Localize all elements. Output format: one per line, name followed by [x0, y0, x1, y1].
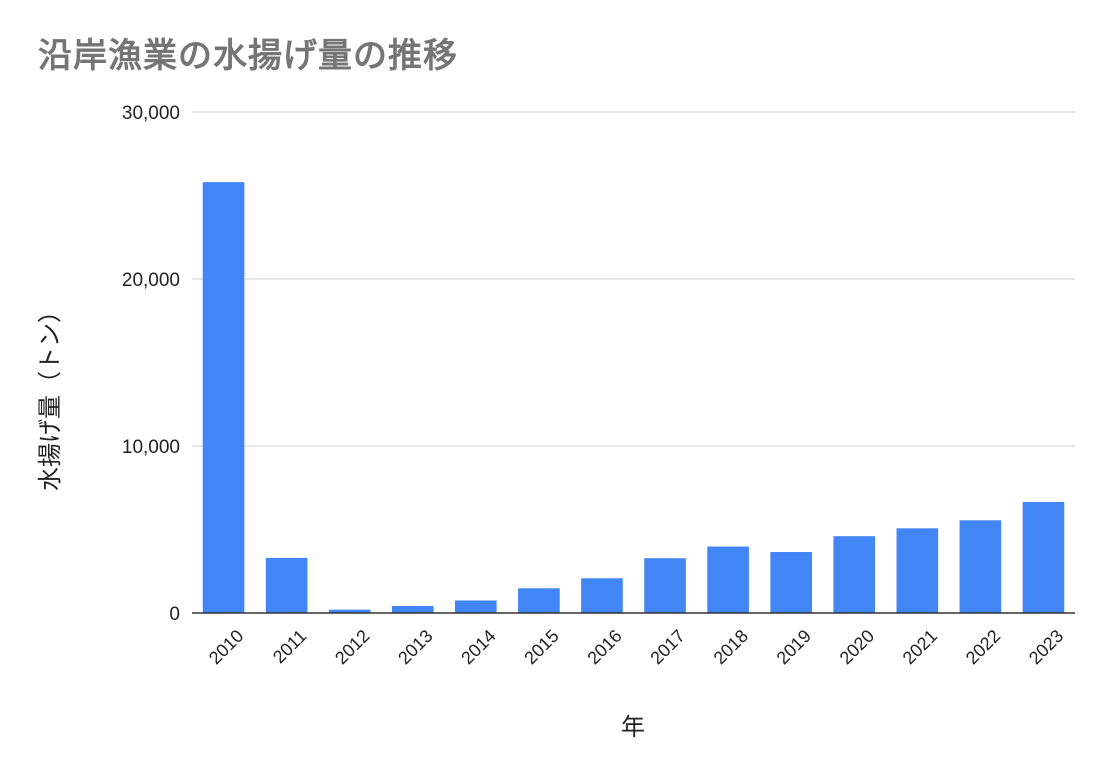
x-axis-ticks: 2010 2011 2012 2013 2014 2015 2016 2017 2018 2019… [205, 626, 1067, 668]
gridlines [192, 111, 1075, 447]
bar-2015 [518, 588, 560, 613]
bar-2013 [391, 605, 434, 613]
y-tick-label: 20,000 [122, 270, 180, 291]
bar-2021 [896, 528, 939, 613]
bar-2019 [770, 552, 812, 613]
x-tick-label: 2014 [457, 626, 499, 668]
y-tick-label: 0 [169, 604, 180, 625]
bar-2010 [202, 182, 245, 613]
chart-title: 沿岸漁業の水揚げ量の推移 [38, 36, 458, 76]
x-tick-label: 2011 [269, 626, 311, 668]
x-tick-label: 2022 [962, 626, 1004, 668]
x-tick-label: 2015 [520, 626, 562, 668]
x-tick-label: 2012 [331, 626, 373, 668]
x-tick-label: 2020 [836, 626, 878, 668]
bar-2022 [959, 520, 1002, 613]
x-axis-label: 年 [621, 714, 645, 741]
x-tick-label: 2016 [583, 626, 625, 668]
bar-2012 [328, 609, 371, 613]
bars [202, 182, 1065, 613]
x-tick-label: 2019 [773, 626, 815, 668]
bar-2016 [581, 578, 623, 613]
x-tick-label: 2021 [899, 626, 941, 668]
x-tick-label: 2017 [646, 626, 688, 668]
bar-2014 [455, 600, 497, 613]
y-axis-label: 水揚げ量（トン） [37, 299, 64, 491]
bar-2017 [644, 558, 686, 613]
y-tick-label: 10,000 [122, 437, 180, 458]
bar-2023 [1022, 501, 1065, 613]
y-tick-label: 30,000 [122, 103, 180, 124]
bar-2011 [265, 557, 308, 613]
bar-2020 [833, 536, 876, 613]
x-tick-label: 2018 [710, 626, 752, 668]
x-tick-label: 2013 [394, 626, 436, 668]
bar-2018 [707, 546, 749, 613]
x-tick-label: 2023 [1025, 626, 1067, 668]
y-axis-ticks: 0 10,000 20,000 30,000 [122, 103, 180, 625]
x-tick-label: 2010 [205, 626, 247, 668]
